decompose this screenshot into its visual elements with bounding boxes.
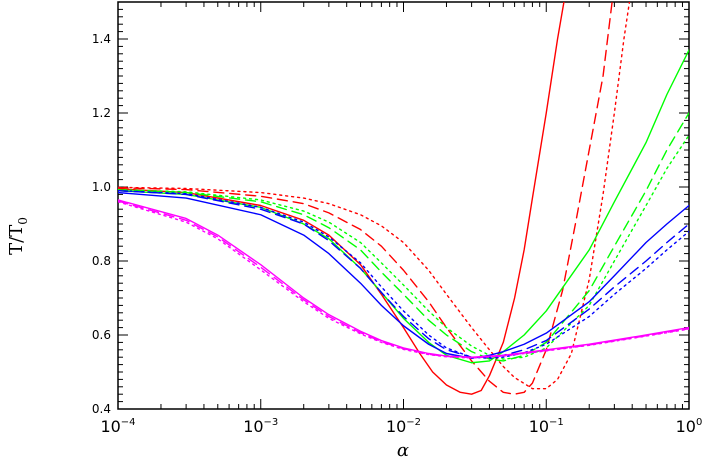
series-line-1 [118,2,565,395]
x-tick-label: 100 [676,417,702,436]
series-line-12 [118,201,689,359]
series-line-5 [118,112,689,362]
series-line-3 [118,2,631,390]
svg-text:T/T0: T/T0 [6,217,30,255]
x-axis-label: α [397,440,409,461]
y-tick-label: 0.8 [92,254,111,268]
y-tick-label: 1.4 [92,32,111,46]
x-tick-label: 10−1 [529,417,564,436]
y-tick-label: 0.4 [92,402,111,416]
series-line-9 [118,190,689,360]
y-tick-label: 1.2 [92,106,111,120]
y-tick-labels: 0.4 0.6 0.8 1.0 1.2 1.4 [92,32,111,416]
series-line-2 [118,2,613,395]
y-tick-label: 0.6 [92,328,111,342]
y-tick-label: 1.0 [92,180,111,194]
y-axis-label: T/T [6,225,27,255]
series-line-11 [118,200,689,359]
x-tick-label: 10−4 [100,417,135,436]
series-group [118,2,689,395]
y-axis-label-subscript: 0 [16,217,30,225]
series-line-8 [118,190,689,358]
y-axis-label-group: T/T0 [6,217,30,255]
x-tick-labels: 10−4 10−3 10−2 10−1 100 [100,417,702,436]
series-line-6 [118,134,689,360]
series-line-7 [118,191,689,360]
x-tick-label: 10−3 [243,417,278,436]
series-line-10 [118,199,689,358]
axis-ticks [117,1,690,410]
x-tick-label: 10−2 [386,417,421,436]
